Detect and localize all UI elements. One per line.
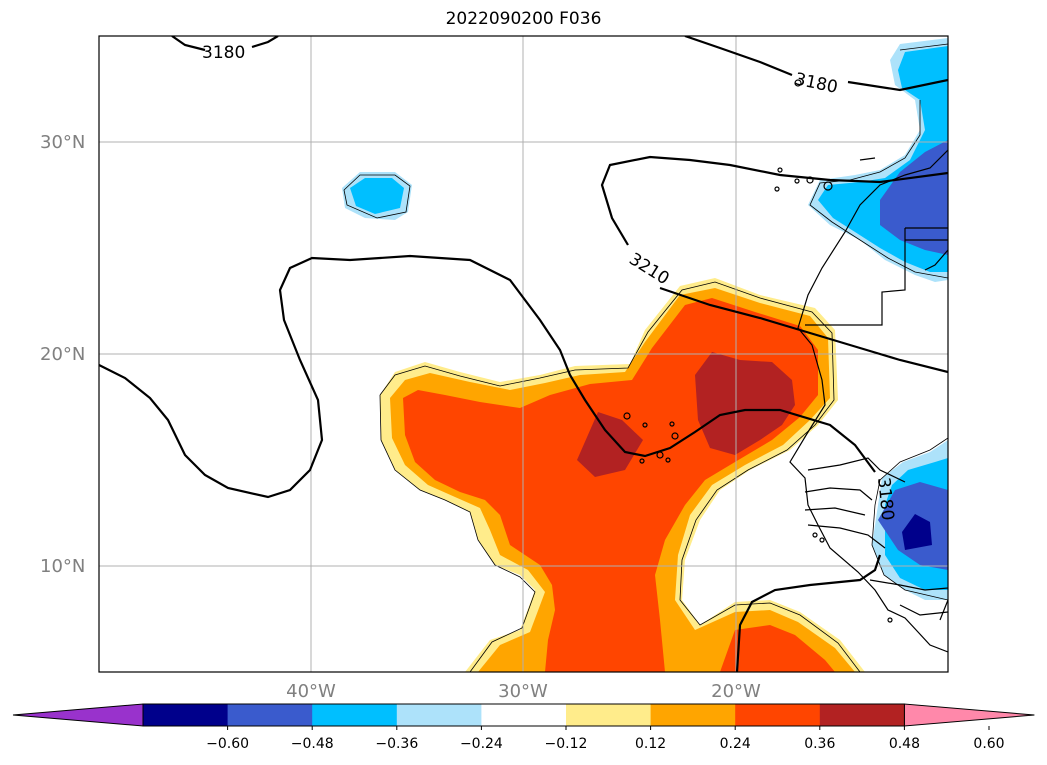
colorbar-tick-label: 0.36	[804, 736, 835, 752]
contour-label: 3180	[202, 43, 245, 63]
lat-label: 20°N	[40, 344, 85, 365]
map-title: 2022090200 F036	[445, 9, 602, 29]
anomaly-fill-0-48-west	[577, 412, 643, 477]
negative-anomaly-blob	[342, 172, 412, 220]
map-panel: 3180 3180 3210 3180	[99, 36, 948, 672]
map-frame	[98, 35, 949, 673]
lon-label: 40°W	[286, 681, 336, 702]
colorbar-tick-label: 0.60	[973, 736, 1004, 752]
east-negative-region	[872, 440, 948, 600]
coastlines	[623, 79, 948, 653]
graticule	[99, 36, 948, 672]
colorbar-extension-low	[12, 703, 144, 727]
colorbar-segment	[227, 704, 313, 726]
colorbar-frame	[142, 703, 905, 727]
colorbar-tick-label: −0.60	[206, 736, 249, 752]
colorbar-tick-label: 0.48	[889, 736, 920, 752]
anomaly-fill-0-48-east	[695, 352, 795, 455]
colorbar-tick-label: 0.24	[720, 736, 751, 752]
colorbar-segment	[143, 704, 229, 726]
northeast-negative-region	[808, 38, 948, 282]
colorbar: −0.60 −0.48 −0.36 −0.24 −0.12 0.12 0.24 0.36 0.4…	[12, 703, 1035, 752]
lon-label: 20°W	[711, 681, 761, 702]
colorbar-segment	[650, 704, 736, 726]
colorbar-tick-label: −0.12	[545, 736, 588, 752]
positive-anomaly-region	[380, 278, 865, 672]
lat-label: 10°N	[40, 556, 85, 577]
lon-label: 30°W	[498, 681, 548, 702]
colorbar-segment	[396, 704, 482, 726]
colorbar-extension-high	[903, 703, 1035, 727]
colorbar-segment	[481, 704, 567, 726]
colorbar-segment	[819, 704, 905, 726]
colorbar-tick-label: −0.48	[291, 736, 334, 752]
colorbar-segment	[735, 704, 821, 726]
colorbar-segment	[312, 704, 398, 726]
anomaly-fill-0-36-south	[720, 625, 835, 672]
lat-label: 30°N	[40, 132, 85, 153]
colorbar-tick-label: −0.36	[375, 736, 418, 752]
contour-label: 3180	[873, 476, 897, 521]
height-contours	[99, 36, 948, 672]
colorbar-tick-label: −0.24	[460, 736, 503, 752]
colorbar-segment	[566, 704, 652, 726]
colorbar-tick-label: 0.12	[635, 736, 666, 752]
